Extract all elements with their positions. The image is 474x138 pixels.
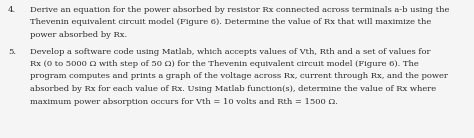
Text: 4.: 4. — [8, 6, 16, 14]
Text: Rx (0 to 5000 Ω with step of 50 Ω) for the Thevenin equivalent circuit model (Fi: Rx (0 to 5000 Ω with step of 50 Ω) for t… — [30, 60, 419, 68]
Text: power absorbed by Rx.: power absorbed by Rx. — [30, 31, 127, 39]
Text: maximum power absorption occurs for Vth = 10 volts and Rth = 1500 Ω.: maximum power absorption occurs for Vth … — [30, 98, 338, 105]
Text: absorbed by Rx for each value of Rx. Using Matlab function(s), determine the val: absorbed by Rx for each value of Rx. Usi… — [30, 85, 436, 93]
Text: 5.: 5. — [8, 47, 16, 55]
Text: Derive an equation for the power absorbed by resistor Rx connected across termin: Derive an equation for the power absorbe… — [30, 6, 449, 14]
Text: program computes and prints a graph of the voltage across Rx, current through Rx: program computes and prints a graph of t… — [30, 72, 448, 80]
Text: Thevenin equivalent circuit model (Figure 6). Determine the value of Rx that wil: Thevenin equivalent circuit model (Figur… — [30, 18, 431, 26]
Text: Develop a software code using Matlab, which accepts values of Vth, Rth and a set: Develop a software code using Matlab, wh… — [30, 47, 430, 55]
